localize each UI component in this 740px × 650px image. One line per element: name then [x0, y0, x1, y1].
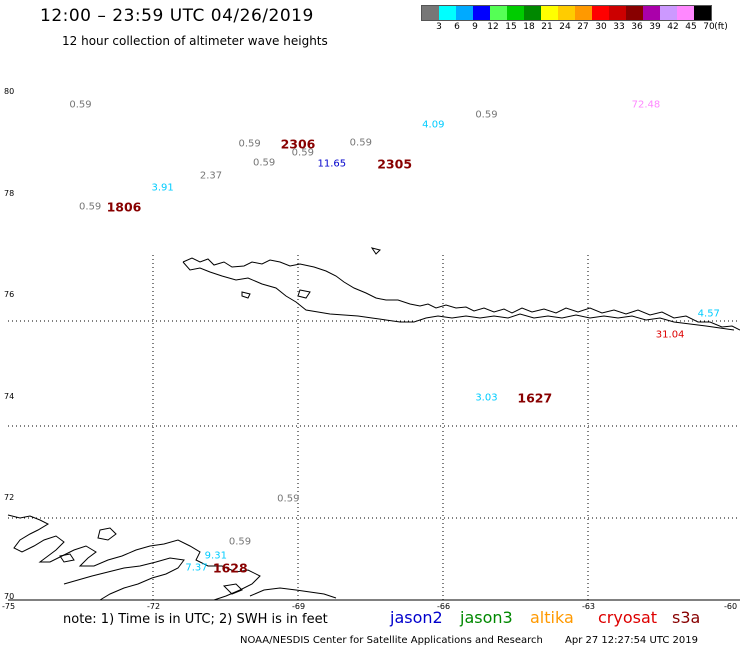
latitude-label: 74	[4, 391, 15, 401]
legend-swatch	[558, 6, 575, 20]
credit-line: NOAA/NESDIS Center for Satellite Applica…	[240, 635, 543, 646]
wave-height-value: 0.59	[291, 147, 314, 159]
longitude-label: -72	[146, 602, 161, 611]
legend-tick-label: 30	[595, 22, 607, 32]
legend-tick-label: 12	[487, 22, 499, 32]
legend-tick-label: 36	[631, 22, 643, 32]
satellite-label-jason2: jason2	[390, 608, 443, 627]
pass-time-label: 1627	[517, 390, 553, 406]
legend-swatch	[422, 6, 439, 20]
longitude-label: -63	[581, 602, 596, 611]
legend-swatch	[507, 6, 524, 20]
legend-tick-label: 3	[436, 22, 442, 32]
legend-tick-label: 15	[505, 22, 517, 32]
wave-height-value: 0.59	[277, 493, 300, 505]
longitude-label: -66	[436, 602, 451, 611]
legend-tick-label: 18	[523, 22, 535, 32]
latitude-label: 72	[4, 493, 15, 503]
latitude-label: 76	[4, 290, 15, 300]
graticule	[8, 255, 740, 600]
coastline-baffin-island	[7, 514, 337, 601]
wave-height-value: 3.03	[475, 392, 498, 404]
legend-tick-label: 21	[541, 22, 553, 32]
legend-tick-label: 70	[703, 22, 715, 32]
legend-swatch	[490, 6, 507, 20]
wave-height-value: 0.59	[69, 99, 92, 111]
longitude-label: -69	[291, 602, 306, 611]
legend-swatch	[592, 6, 609, 20]
longitude-label: -75	[2, 602, 16, 611]
coastline-greenland	[182, 247, 740, 331]
pass-time-label: 2305	[377, 156, 413, 172]
pass-time-label: 1628	[212, 560, 248, 576]
wave-height-value: 0.59	[228, 536, 252, 548]
legend-swatch	[626, 6, 643, 20]
legend-swatch	[575, 6, 592, 20]
satellite-label-jason3: jason3	[460, 608, 513, 627]
legend-tick-label: 24	[559, 22, 571, 32]
legend-swatch	[609, 6, 626, 20]
legend-tick-label: 27	[577, 22, 589, 32]
legend-swatch	[473, 6, 490, 20]
wave-height-value: 0.59	[253, 157, 276, 169]
legend-tick-label: 9	[472, 22, 478, 32]
wave-height-value: 4.09	[422, 119, 445, 130]
legend-tick-label: 39	[649, 22, 661, 32]
satellite-label-s3a: s3a	[672, 608, 701, 627]
legend-swatch	[439, 6, 456, 20]
page-title: 12:00 – 23:59 UTC 04/26/2019	[40, 6, 314, 26]
latitude-label: 80	[4, 87, 15, 96]
wave-height-value: 3.91	[151, 182, 174, 193]
wave-height-value: 4.57	[697, 308, 720, 320]
legend-swatch	[643, 6, 660, 20]
color-scale-labels: 3 6 9 12 15 18 21 24 27 30 33 36 39 42 45 70 (ft)	[421, 22, 740, 36]
legend-swatch	[677, 6, 694, 20]
wave-height-value: 0.59	[475, 109, 498, 121]
latitude-label: 78	[4, 188, 15, 198]
wave-height-value: 11.65	[317, 158, 347, 170]
wave-height-value: 72.48	[631, 99, 661, 111]
footnote: note: 1) Time is in UTC; 2) SWH is in fe…	[63, 612, 328, 627]
legend-tick-label: 42	[667, 22, 679, 32]
legend-unit-label: (ft)	[714, 22, 728, 32]
legend-tick-label: 45	[685, 22, 697, 32]
page-subtitle: 12 hour collection of altimeter wave hei…	[62, 34, 328, 48]
legend-tick-label: 6	[454, 22, 460, 32]
latitude-label: 70	[4, 592, 15, 601]
legend-swatch	[541, 6, 558, 20]
wave-height-value: 9.31	[204, 550, 227, 562]
wave-height-value: 0.59	[349, 137, 372, 149]
longitude-label: -60	[724, 602, 738, 611]
generation-timestamp: Apr 27 12:27:54 UTC 2019	[565, 635, 698, 646]
pass-time-label: 2306	[280, 136, 316, 152]
color-scale-legend	[421, 5, 712, 21]
wave-height-value: 31.04	[655, 329, 685, 341]
wave-height-value: 2.37	[199, 170, 223, 182]
pass-time-label: 1806	[106, 199, 142, 215]
legend-tick-label: 33	[613, 22, 625, 32]
wave-height-value: 0.59	[238, 138, 261, 150]
legend-swatch	[694, 6, 711, 20]
satellite-label-cryosat: cryosat	[598, 608, 658, 627]
wave-height-value: 7.37	[185, 562, 208, 574]
legend-swatch	[524, 6, 541, 20]
satellite-label-altika: altika	[530, 608, 574, 627]
wave-height-value: 0.59	[79, 201, 102, 213]
legend-swatch	[456, 6, 473, 20]
legend-swatch	[660, 6, 677, 20]
